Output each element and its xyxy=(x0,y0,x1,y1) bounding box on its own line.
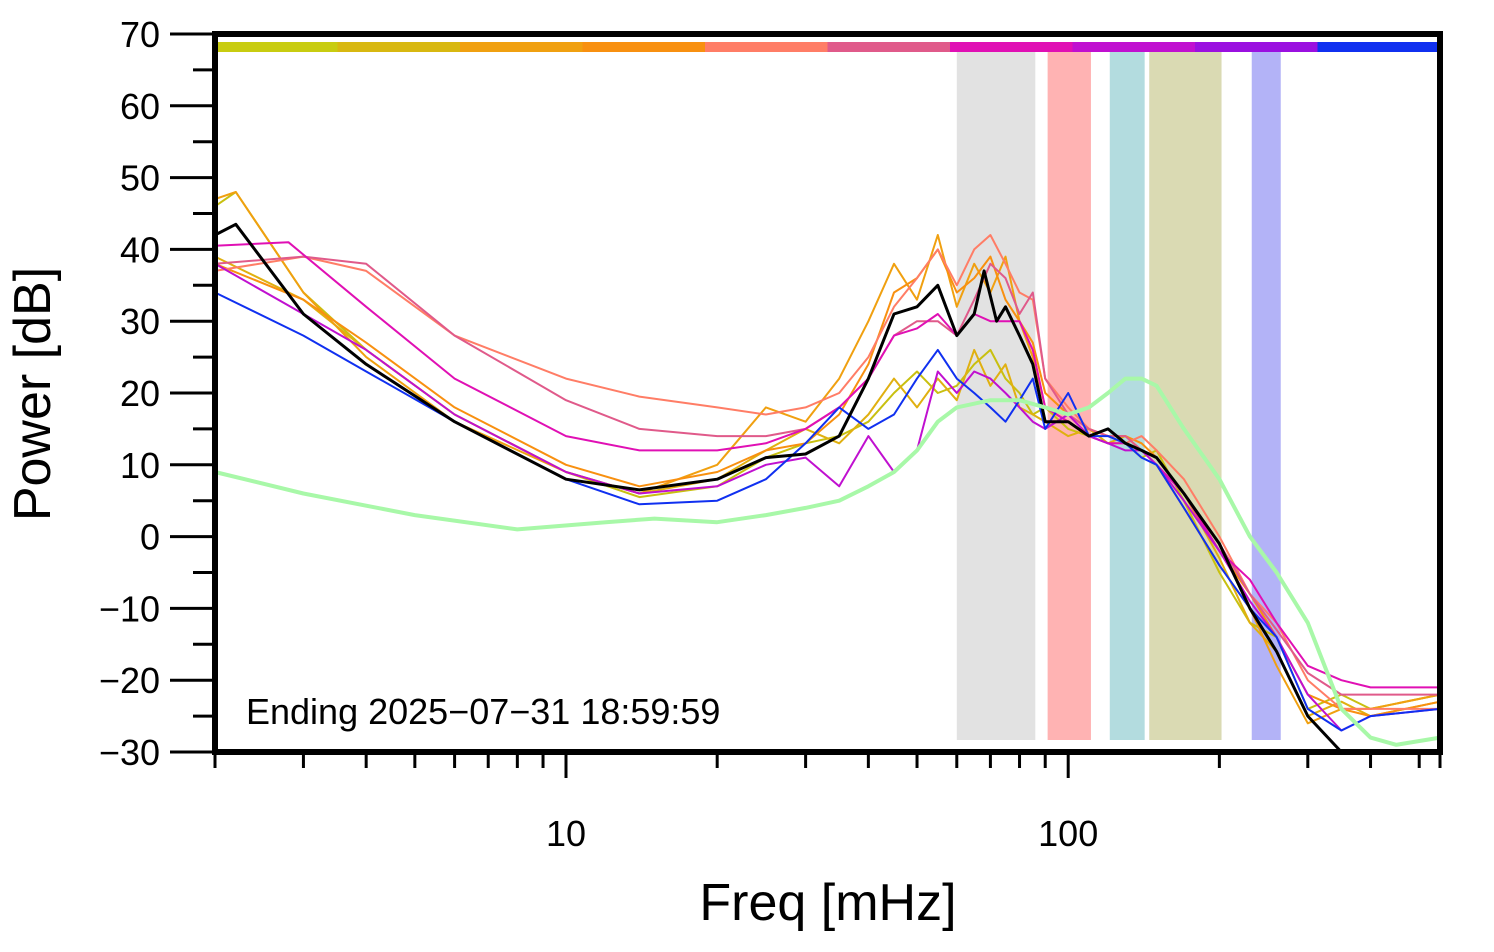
color-bar-segment-6 xyxy=(827,42,951,52)
color-bar-segment-10 xyxy=(1317,42,1441,52)
frequency-band-3 xyxy=(1109,50,1145,740)
color-bar xyxy=(215,42,1441,52)
series-lines xyxy=(214,191,1441,754)
color-bar-segment-8 xyxy=(1072,42,1196,52)
y-axis-title: Power [dB] xyxy=(4,267,62,521)
x-tick-label: 100 xyxy=(1038,813,1098,854)
frequency-bands xyxy=(956,50,1281,740)
y-tick-label: −20 xyxy=(99,660,160,701)
y-tick-label: 0 xyxy=(140,517,160,558)
y-axis: 70 60 50 40 30 20 10 0 −10 −20 −30 xyxy=(99,14,215,773)
x-axis-title: Freq [mHz] xyxy=(699,874,956,932)
x-axis: 10 100 xyxy=(213,752,1442,854)
y-tick-label: 10 xyxy=(120,445,160,486)
color-bar-segment-3 xyxy=(460,42,583,52)
color-bar-segment-2 xyxy=(337,42,461,52)
y-tick-label: −30 xyxy=(99,732,160,773)
y-tick-label: 40 xyxy=(120,229,160,270)
y-tick-label: 70 xyxy=(120,14,160,55)
series-line-7 xyxy=(214,241,1440,689)
series-line-10 xyxy=(214,222,1440,754)
y-tick-label: 20 xyxy=(120,373,160,414)
ending-timestamp-annotation: Ending 2025−07−31 18:59:59 xyxy=(246,691,720,732)
color-bar-segment-4 xyxy=(582,42,706,52)
series-line-9 xyxy=(214,291,1441,732)
color-bar-segment-9 xyxy=(1195,42,1318,52)
color-bar-segment-7 xyxy=(950,42,1073,52)
x-tick-label: 10 xyxy=(546,813,586,854)
y-tick-label: 30 xyxy=(120,301,160,342)
y-tick-label: 60 xyxy=(120,86,160,127)
y-tick-label: 50 xyxy=(120,158,160,199)
color-bar-segment-1 xyxy=(215,42,338,52)
series-line-11 xyxy=(214,376,1441,747)
y-tick-label: −10 xyxy=(99,588,160,629)
color-bar-segment-5 xyxy=(705,42,828,52)
series-line-5 xyxy=(214,234,1440,710)
series-line-1 xyxy=(214,191,1441,710)
